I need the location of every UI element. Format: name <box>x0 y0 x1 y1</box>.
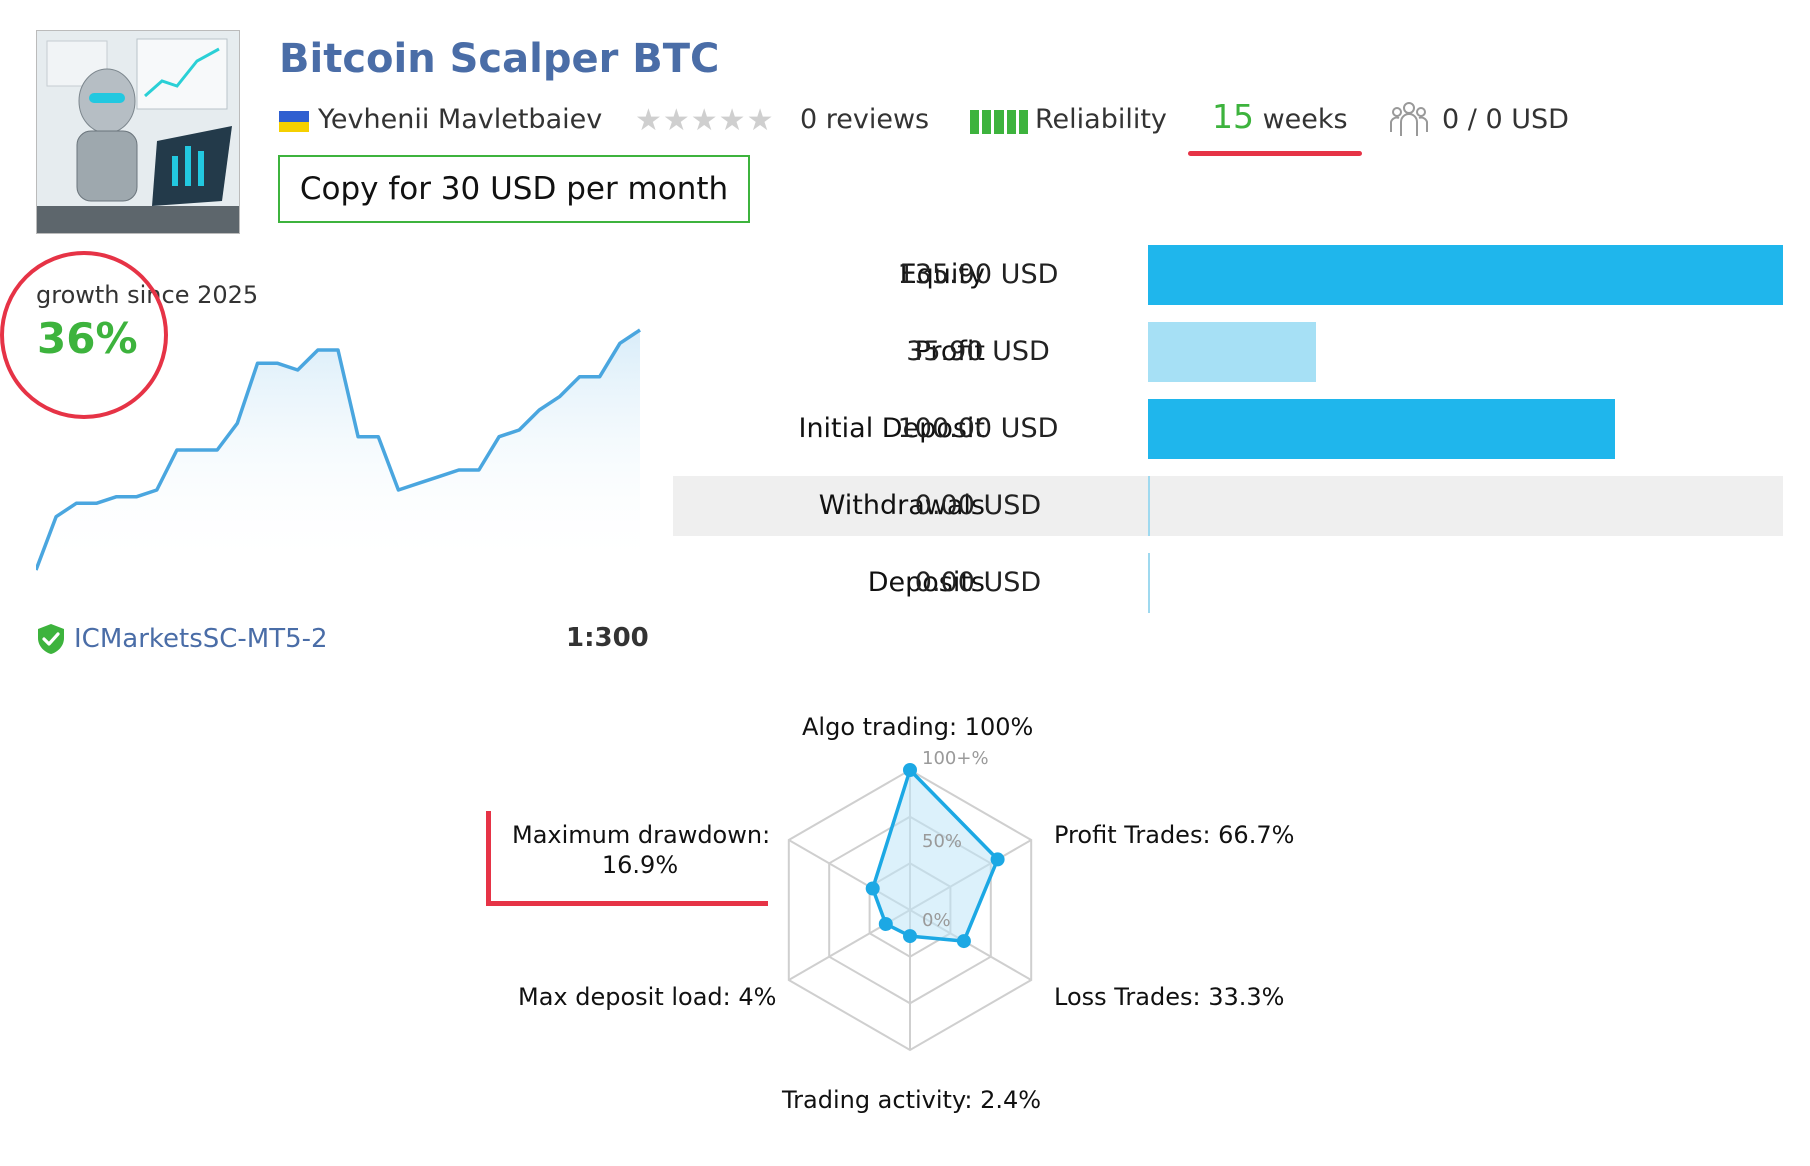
radar-point-loss-trades <box>956 934 971 949</box>
strategy-avatar[interactable] <box>36 30 240 234</box>
drawdown-highlight-vertical <box>486 811 491 906</box>
stat-value: 100.00 USD <box>897 413 1059 444</box>
stat-bar-zero <box>1148 476 1150 536</box>
drawdown-highlight-horizontal <box>486 901 768 906</box>
growth-line <box>36 328 641 571</box>
radar-points <box>865 763 1005 949</box>
author-name[interactable]: Yevhenii Mavletbaiev <box>318 104 603 135</box>
radar-point-maximum-drawdown <box>865 881 880 896</box>
stat-row-profit: Profit 35.90 USD <box>673 322 1783 382</box>
stat-label: Profit <box>914 336 985 367</box>
reviews-count[interactable]: 0 reviews <box>800 104 930 135</box>
growth-area <box>36 330 640 570</box>
weeks-label: weeks <box>1262 104 1348 135</box>
drawdown-title: Maximum drawdown: <box>512 821 771 849</box>
strategy-title[interactable]: Bitcoin Scalper BTC <box>279 36 720 82</box>
radar-label-profit: Profit Trades: 66.7% <box>1054 821 1295 849</box>
broker-server[interactable]: ICMarketsSC-MT5-2 <box>36 623 328 655</box>
leverage: 1:300 <box>566 623 649 653</box>
stat-label: Withdrawals <box>818 490 985 521</box>
growth-highlight-circle <box>0 251 168 419</box>
radar-point-profit-trades <box>990 852 1005 867</box>
radar-tick-0: 0% <box>922 910 951 931</box>
stat-value: 0.00 USD <box>914 567 1042 598</box>
stat-row-initial-deposit: Initial Deposit 100.00 USD <box>673 399 1783 459</box>
drawdown-value: 16.9% <box>601 851 679 879</box>
stat-label: Deposits <box>867 567 985 598</box>
stat-value: 0.00 USD <box>914 490 1042 521</box>
radar-tick-100: 100+% <box>922 748 989 769</box>
radar-point-algo-trading <box>903 763 917 777</box>
growth-chart <box>36 328 641 571</box>
verified-shield-icon <box>38 624 64 654</box>
rating-stars-icon: ★★★★★ <box>635 103 775 138</box>
stat-value: 135.90 USD <box>897 259 1059 290</box>
stat-row-withdrawals: Withdrawals 0.00 USD <box>673 476 1783 536</box>
copy-subscription-button[interactable]: Copy for 30 USD per month <box>278 155 750 223</box>
reliability-label: Reliability <box>1035 104 1167 135</box>
subscribers-icon <box>1388 98 1430 144</box>
radar-label-loss: Loss Trades: 33.3% <box>1054 983 1285 1011</box>
stat-label: Initial Deposit <box>798 413 985 444</box>
stat-value: 35.90 USD <box>906 336 1050 367</box>
stat-bar <box>1148 322 1316 382</box>
radar-point-max-deposit-load <box>878 917 893 931</box>
reliability-bars-icon <box>970 110 1029 134</box>
stat-bar-zero <box>1148 553 1150 613</box>
stat-row-equity: Equity 135.90 USD <box>673 245 1783 305</box>
radar-label-activity: Trading activity: 2.4% <box>782 1086 1042 1114</box>
radar-label-load: Max deposit load: 4% <box>518 983 777 1011</box>
radar-tick-50: 50% <box>922 831 962 852</box>
weeks-highlight-underline <box>1188 151 1362 156</box>
weeks-indicator: 15 weeks <box>1212 100 1348 137</box>
radar-label-algo: Algo trading: 100% <box>802 713 1034 741</box>
weeks-number: 15 <box>1212 97 1254 136</box>
server-name[interactable]: ICMarketsSC-MT5-2 <box>74 624 328 654</box>
stat-bar <box>1148 245 1783 305</box>
radar-label-drawdown: Maximum drawdown: 16.9% <box>512 820 771 880</box>
subscribers-funds: 0 / 0 USD <box>1442 104 1569 135</box>
radar-point-trading-activity <box>903 929 917 944</box>
stat-label: Equity <box>899 259 985 290</box>
stat-bar <box>1148 399 1616 459</box>
radar-chart: 100+% 50% 0% <box>787 748 1033 1052</box>
stat-row-deposits: Deposits 0.00 USD <box>673 553 1783 613</box>
ukraine-flag-icon <box>279 111 309 132</box>
robot-trader-icon <box>37 31 239 233</box>
